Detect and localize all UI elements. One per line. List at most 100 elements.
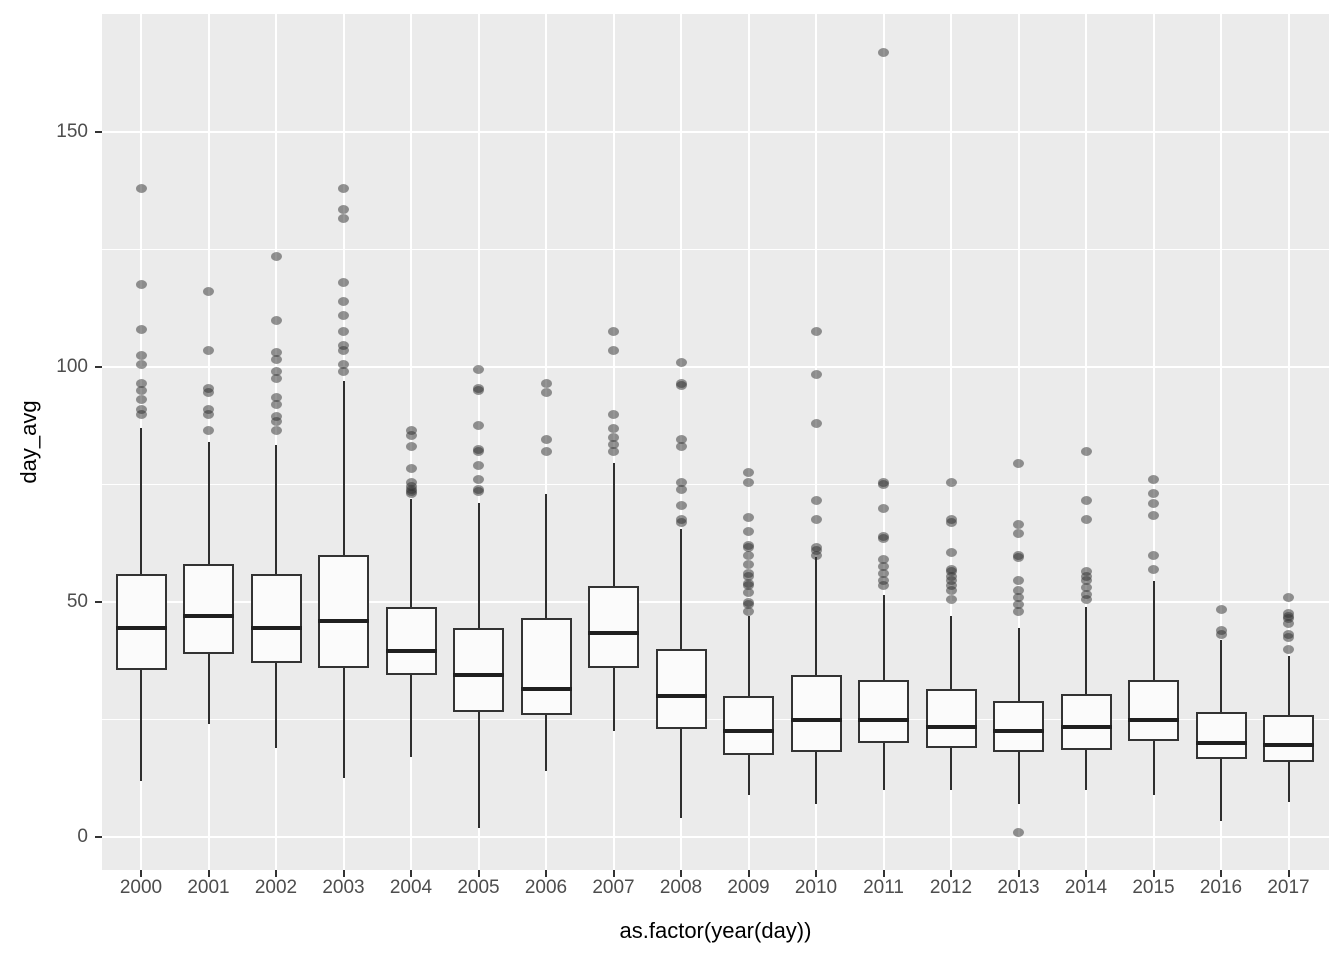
boxplot-box-2010 xyxy=(790,674,842,753)
outlier-point xyxy=(338,214,349,224)
boxplot-box-2002 xyxy=(250,573,302,664)
outlier-point xyxy=(405,425,417,435)
outlier-point xyxy=(1148,564,1159,574)
y-major-gridline xyxy=(102,836,1329,838)
outlier-point xyxy=(1013,599,1024,609)
outlier-point xyxy=(945,595,957,605)
outlier-point xyxy=(270,400,282,410)
x-tick-label: 2014 xyxy=(1064,877,1108,898)
outlier-point xyxy=(675,484,687,494)
outlier-point xyxy=(540,388,552,398)
outlier-point xyxy=(1080,496,1092,506)
outlier-point xyxy=(878,503,889,513)
x-tick-label: 2010 xyxy=(794,877,838,898)
x-tick-mark xyxy=(882,870,885,877)
x-major-gridline xyxy=(815,14,817,870)
outlier-point xyxy=(878,581,889,591)
lower-whisker xyxy=(477,712,480,828)
outlier-point xyxy=(1080,515,1092,525)
outlier-point xyxy=(135,350,147,360)
median-line xyxy=(588,630,639,635)
upper-whisker xyxy=(815,557,817,675)
outlier-point xyxy=(405,489,417,499)
outlier-point xyxy=(473,475,484,485)
outlier-point xyxy=(810,515,822,525)
x-tick-mark xyxy=(275,870,277,877)
outlier-point xyxy=(878,47,889,57)
x-tick-label: 2006 xyxy=(524,877,568,898)
boxplot-box-2006 xyxy=(520,618,572,715)
outlier-point xyxy=(675,435,687,445)
outlier-point xyxy=(270,252,282,262)
upper-whisker xyxy=(275,444,277,574)
upper-whisker xyxy=(747,616,750,696)
outlier-point xyxy=(878,562,889,572)
outlier-point xyxy=(1215,604,1227,614)
lower-whisker xyxy=(882,743,885,790)
outlier-point xyxy=(1148,550,1159,560)
outlier-point xyxy=(473,487,484,497)
x-tick-label: 2007 xyxy=(592,877,635,898)
outlier-point xyxy=(608,423,619,433)
outlier-point xyxy=(203,425,214,435)
lower-whisker xyxy=(1017,752,1020,805)
median-line xyxy=(1060,724,1112,729)
outlier-point xyxy=(1013,606,1024,616)
outlier-point xyxy=(945,548,957,558)
outlier-point xyxy=(743,599,754,609)
outlier-point xyxy=(540,378,552,388)
outlier-point xyxy=(203,409,214,419)
boxplot-box-2017 xyxy=(1263,714,1314,762)
y-major-gridline xyxy=(102,601,1329,603)
median-line xyxy=(385,649,437,654)
outlier-point xyxy=(338,277,349,287)
outlier-point xyxy=(540,447,552,457)
outlier-point xyxy=(1215,630,1227,640)
lower-whisker xyxy=(275,663,277,748)
outlier-point xyxy=(270,348,282,358)
upper-whisker xyxy=(612,463,615,586)
y-tick-mark xyxy=(95,601,102,603)
upper-whisker xyxy=(140,428,142,574)
y-major-gridline xyxy=(102,366,1329,368)
x-tick-mark xyxy=(207,870,210,877)
upper-whisker xyxy=(545,493,547,619)
outlier-point xyxy=(810,369,822,379)
upper-whisker xyxy=(1220,639,1222,713)
outlier-point xyxy=(608,409,619,419)
outlier-point xyxy=(338,360,349,370)
upper-whisker xyxy=(680,529,682,649)
outlier-point xyxy=(878,569,889,579)
outlier-point xyxy=(743,559,754,569)
outlier-point xyxy=(1283,592,1294,602)
x-tick-label: 2003 xyxy=(322,877,365,898)
outlier-point xyxy=(945,585,957,595)
outlier-point xyxy=(270,411,282,421)
outlier-point xyxy=(608,346,619,356)
outlier-point xyxy=(675,357,687,367)
outlier-point xyxy=(1013,585,1024,595)
outlier-point xyxy=(270,315,282,325)
outlier-point xyxy=(473,364,484,374)
outlier-point xyxy=(608,433,619,442)
median-line xyxy=(993,729,1044,734)
y-tick-label: 0 xyxy=(77,826,88,847)
outlier-point xyxy=(405,477,417,487)
x-tick-label: 2005 xyxy=(457,877,500,898)
lower-whisker xyxy=(1085,750,1087,790)
outlier-point xyxy=(1013,827,1024,837)
median-line xyxy=(790,717,842,722)
median-line xyxy=(925,724,977,729)
lower-whisker xyxy=(1220,759,1222,821)
outlier-point xyxy=(743,512,754,522)
upper-whisker xyxy=(207,442,210,565)
outlier-point xyxy=(945,477,957,487)
outlier-point xyxy=(338,296,349,306)
outlier-point xyxy=(270,355,282,365)
outlier-point xyxy=(135,395,147,405)
median-line xyxy=(1263,743,1314,748)
outlier-point xyxy=(473,421,484,431)
lower-whisker xyxy=(1287,761,1290,802)
outlier-point xyxy=(1013,552,1024,562)
outlier-point xyxy=(810,418,822,428)
